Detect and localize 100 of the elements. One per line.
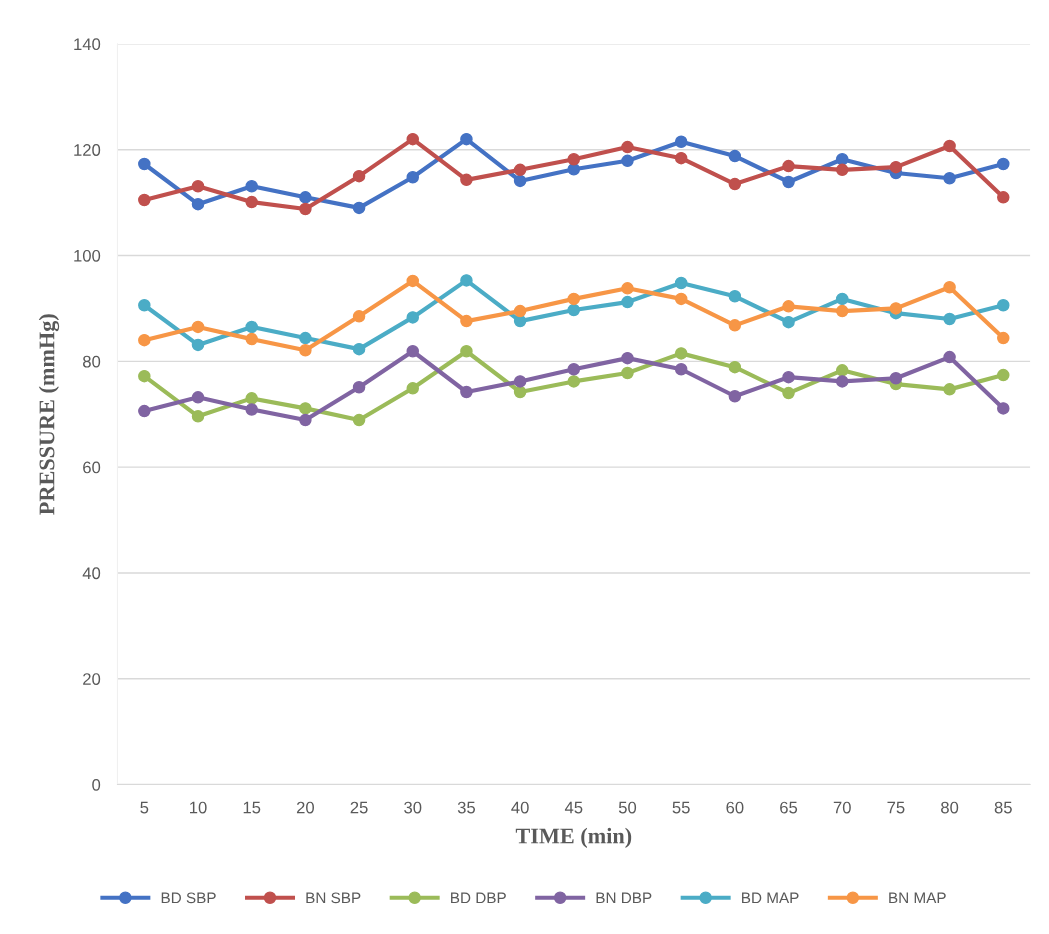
x-tick-label: 35 — [457, 801, 476, 814]
point — [835, 163, 849, 177]
point — [406, 311, 420, 324]
point — [138, 298, 151, 312]
legend-label: BD MAP — [742, 892, 799, 904]
point — [245, 332, 258, 346]
point — [943, 312, 956, 326]
point — [352, 201, 366, 215]
legend-label: BN MAP — [889, 892, 946, 904]
point — [245, 392, 258, 405]
point — [299, 343, 312, 357]
point — [460, 132, 473, 146]
point — [835, 364, 849, 377]
point — [460, 314, 473, 328]
y-tick-label: 80 — [83, 355, 101, 368]
point — [674, 135, 688, 149]
x-tick-label: 65 — [780, 801, 798, 814]
y-tick-label: 40 — [82, 567, 101, 580]
point — [943, 139, 956, 153]
point — [299, 402, 312, 415]
point — [245, 195, 258, 209]
legend-label: BN SBP — [306, 892, 361, 904]
legend-label: BN DBP — [596, 892, 652, 904]
point — [889, 160, 903, 174]
point — [299, 331, 312, 345]
x-tick-label: 80 — [941, 801, 959, 814]
point — [835, 304, 849, 318]
point — [460, 385, 473, 399]
point — [943, 383, 956, 396]
x-tick-label: 85 — [994, 801, 1012, 814]
point — [406, 170, 420, 184]
point — [513, 174, 527, 188]
y-tick-label: 60 — [83, 461, 101, 474]
point — [621, 154, 634, 168]
y-tick-label: 100 — [74, 249, 101, 262]
point — [191, 197, 205, 211]
point — [674, 292, 688, 306]
point — [191, 410, 205, 423]
point — [352, 310, 366, 323]
point — [782, 300, 795, 313]
point — [138, 193, 151, 207]
point — [997, 157, 1010, 171]
point — [997, 368, 1010, 382]
point — [460, 345, 473, 358]
point — [943, 350, 956, 364]
point — [191, 391, 205, 404]
legend-label: BD SBP — [161, 892, 216, 904]
point — [138, 369, 151, 383]
x-tick-label: 10 — [190, 801, 207, 814]
point — [513, 314, 527, 328]
point — [889, 302, 903, 315]
point — [621, 282, 634, 295]
point — [245, 403, 258, 416]
point — [406, 132, 420, 146]
point — [460, 274, 473, 287]
point — [943, 172, 956, 185]
x-tick-label: 50 — [618, 801, 637, 814]
point — [728, 149, 742, 163]
point — [728, 177, 742, 191]
y-tick-label: 20 — [83, 673, 101, 685]
point — [674, 276, 688, 290]
point — [835, 292, 849, 306]
point — [728, 389, 742, 403]
point — [997, 331, 1010, 345]
x-tick-label: 15 — [243, 801, 261, 814]
point — [621, 140, 634, 154]
x-tick-label: 5 — [140, 801, 149, 814]
point — [299, 202, 312, 216]
point — [352, 380, 366, 394]
point — [567, 375, 581, 388]
point — [406, 382, 420, 395]
point — [782, 386, 795, 400]
point — [138, 333, 151, 347]
point — [245, 179, 258, 193]
point — [728, 319, 742, 332]
point — [674, 347, 688, 360]
point — [621, 351, 634, 365]
point — [299, 191, 312, 204]
point — [513, 385, 527, 399]
point — [674, 363, 688, 376]
point — [728, 290, 742, 303]
point — [835, 152, 849, 166]
point — [191, 338, 205, 352]
y-axis-title: PRESSURE (mmHg) — [38, 314, 60, 515]
point — [245, 320, 258, 334]
x-tick-label: 45 — [564, 801, 583, 814]
point — [299, 413, 312, 427]
legend-label: BD DBP — [451, 892, 506, 904]
point — [567, 152, 581, 166]
point — [782, 159, 795, 173]
point — [406, 345, 420, 358]
point — [138, 404, 151, 418]
x-tick-label: 20 — [296, 801, 314, 814]
point — [728, 360, 742, 374]
point — [352, 413, 366, 427]
point — [406, 274, 420, 288]
point — [674, 151, 688, 165]
point — [513, 375, 527, 388]
point — [782, 175, 795, 189]
x-tick-label: 75 — [887, 801, 905, 814]
